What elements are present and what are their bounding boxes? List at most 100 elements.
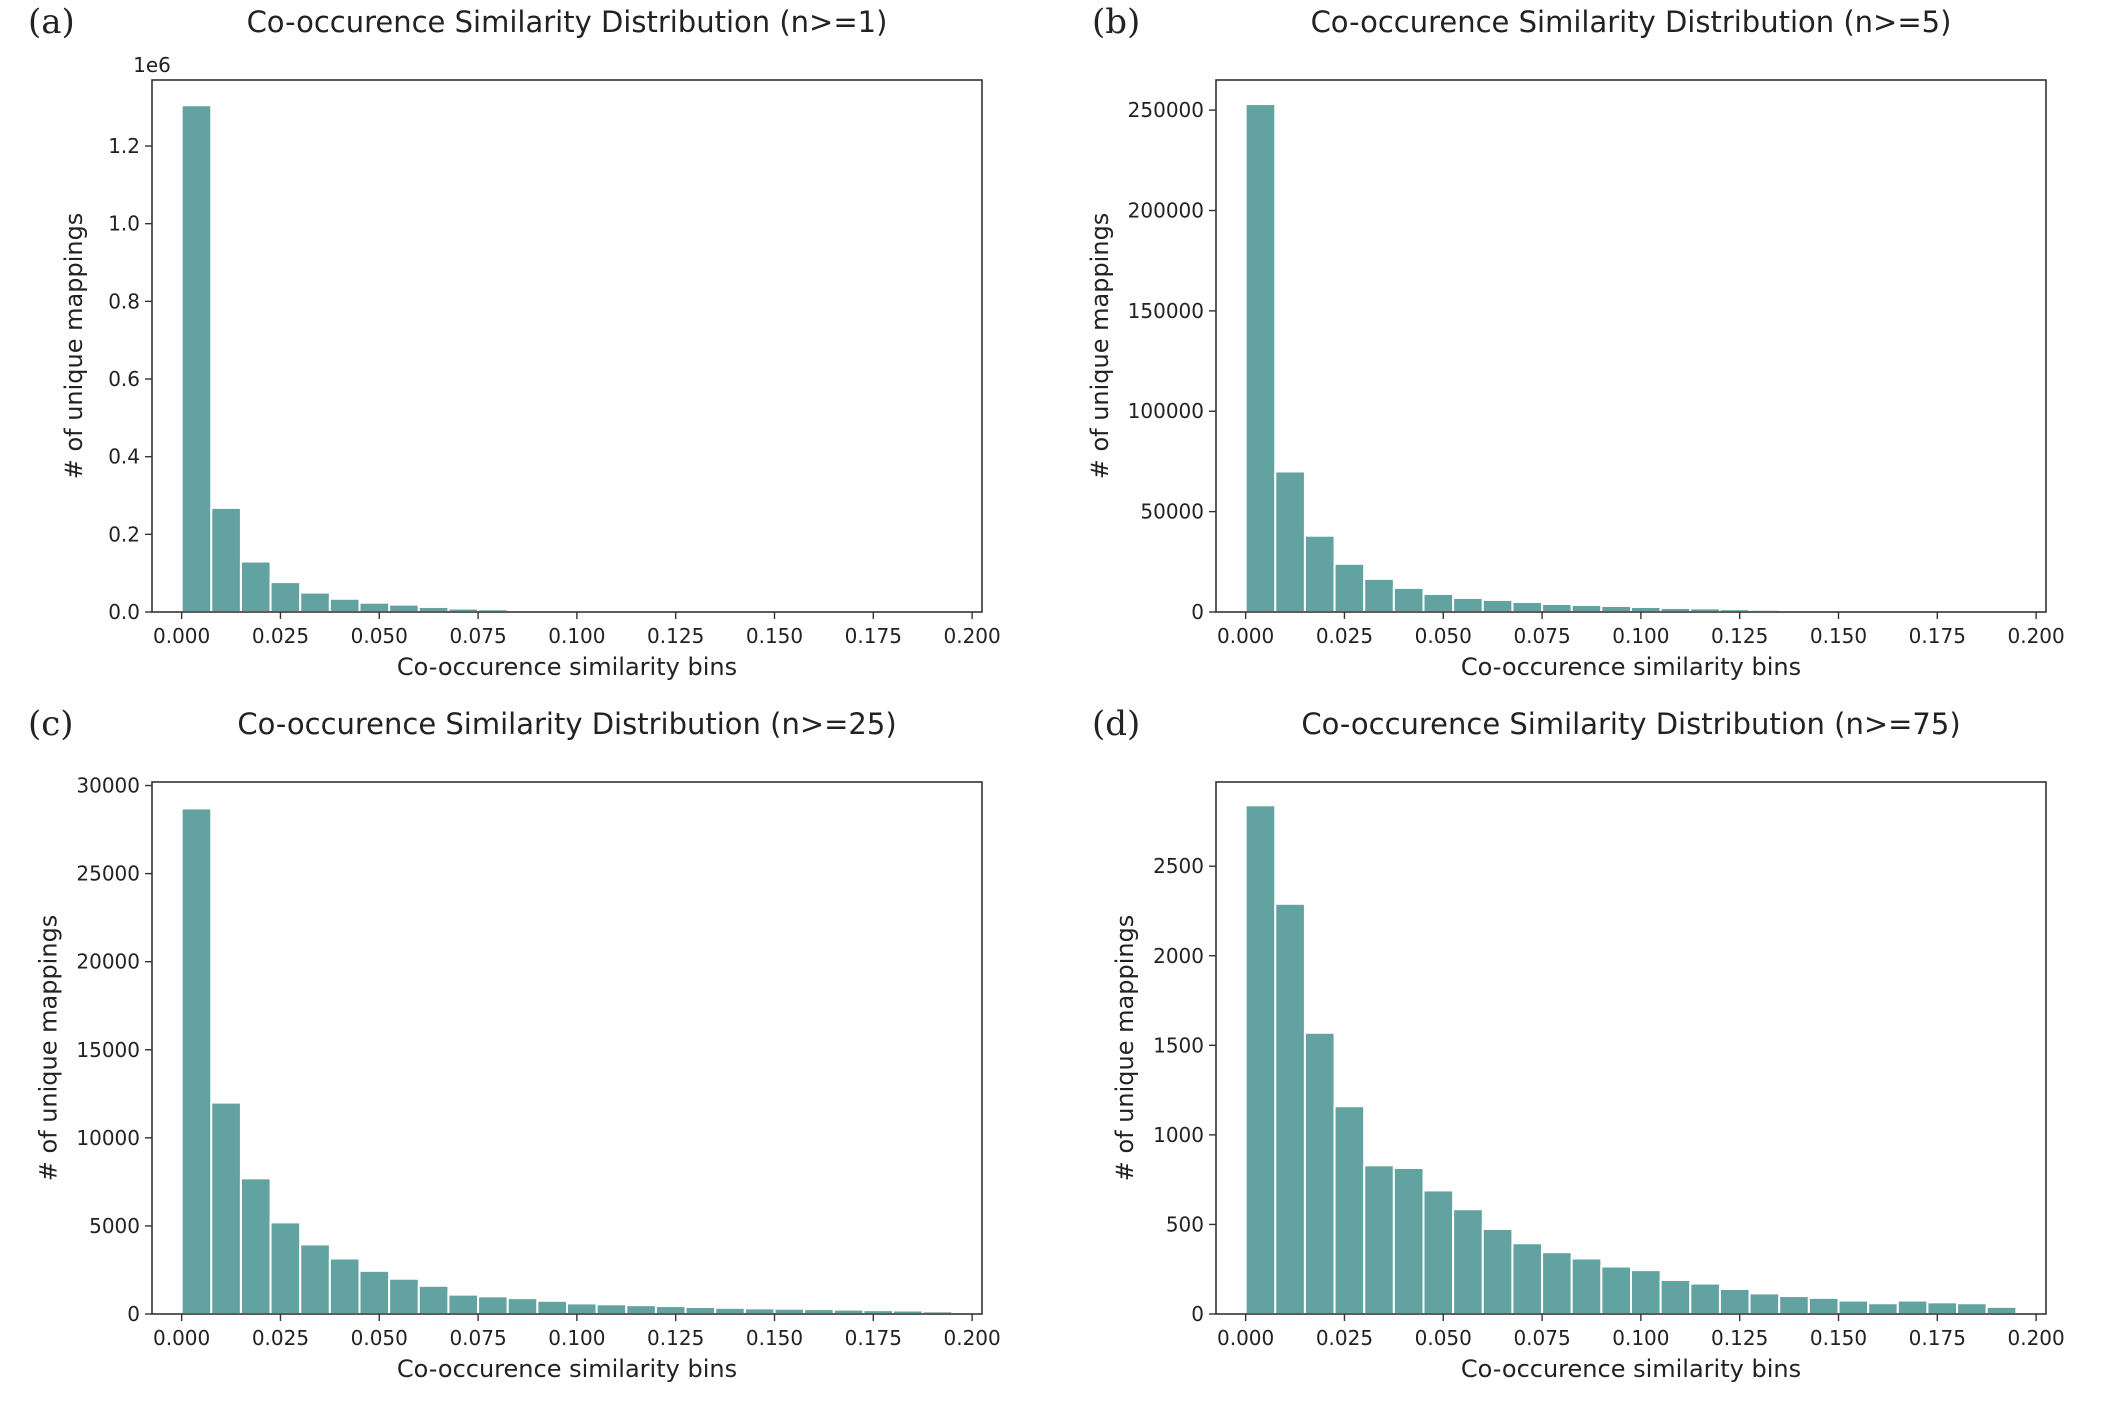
- histogram-bar: [478, 1296, 508, 1314]
- histogram-bar: [271, 582, 301, 612]
- x-tick-label: 0.175: [845, 1326, 902, 1350]
- histogram-bar: [241, 562, 271, 612]
- plot-frame: [152, 80, 982, 612]
- histogram-bar: [715, 1308, 745, 1314]
- histogram-bar: [537, 1301, 567, 1314]
- y-tick-label: 0: [1191, 1302, 1204, 1326]
- panel-label: (b): [1092, 2, 1140, 42]
- histogram-bar: [389, 1279, 419, 1314]
- y-tick-label: 200000: [1128, 198, 1204, 222]
- histogram-bar: [1364, 579, 1394, 612]
- histogram-bar: [1453, 598, 1483, 612]
- histogram-bar: [1542, 604, 1572, 612]
- histogram-bar: [1779, 1296, 1809, 1314]
- histogram-bar: [448, 1295, 478, 1314]
- y-axis-label: # of unique mappings: [1111, 915, 1139, 1182]
- x-tick-label: 0.000: [1217, 1326, 1274, 1350]
- y-tick-label: 0: [1191, 600, 1204, 624]
- x-tick-label: 0.150: [1810, 624, 1867, 648]
- y-tick-label: 150000: [1128, 299, 1204, 323]
- x-tick-label: 0.175: [1909, 624, 1966, 648]
- histogram-bar: [1305, 536, 1335, 612]
- histogram-bar: [656, 1306, 686, 1314]
- y-tick-label: 10000: [76, 1126, 140, 1150]
- histogram-bar: [1394, 1168, 1424, 1314]
- y-tick-label: 0.8: [108, 289, 140, 313]
- y-tick-label: 250000: [1128, 98, 1204, 122]
- histogram-bar: [1512, 602, 1542, 612]
- y-tick-label: 1.2: [108, 134, 140, 158]
- histogram-bar: [211, 508, 241, 612]
- histogram-bar: [1335, 1106, 1365, 1314]
- y-tick-label: 15000: [76, 1038, 140, 1062]
- chart-title: Co-occurence Similarity Distribution (n>…: [1301, 707, 1960, 741]
- y-tick-label: 0: [127, 1302, 140, 1326]
- x-tick-label: 0.050: [1415, 624, 1472, 648]
- histogram-bar: [508, 1298, 538, 1314]
- x-tick-label: 0.075: [449, 624, 506, 648]
- x-tick-label: 0.125: [1711, 624, 1768, 648]
- x-tick-label: 0.050: [1415, 1326, 1472, 1350]
- plot-frame: [1216, 80, 2046, 612]
- histogram-bar: [686, 1307, 716, 1314]
- histogram-bar: [1364, 1165, 1394, 1314]
- histogram-bar: [1305, 1033, 1335, 1314]
- x-tick-label: 0.000: [153, 1326, 210, 1350]
- panel-label: (a): [28, 2, 75, 42]
- histogram-bar: [330, 1259, 360, 1314]
- y-tick-label: 25000: [76, 862, 140, 886]
- histogram-bar: [1275, 471, 1305, 612]
- x-tick-label: 0.100: [548, 624, 605, 648]
- x-tick-label: 0.100: [1612, 624, 1669, 648]
- x-tick-label: 0.025: [252, 1326, 309, 1350]
- y-tick-label: 50000: [1140, 500, 1204, 524]
- y-tick-label: 30000: [76, 774, 140, 798]
- histogram-bar: [1483, 1229, 1513, 1314]
- y-tick-label: 5000: [89, 1214, 140, 1238]
- histogram-bar: [1839, 1301, 1869, 1314]
- histogram-bar: [1720, 1289, 1750, 1314]
- y-tick-label: 1000: [1153, 1123, 1204, 1147]
- chart-panel-b: (b) Co-occurence Similarity Distribution…: [1064, 0, 2128, 702]
- chart-title: Co-occurence Similarity Distribution (n>…: [1311, 5, 1952, 39]
- y-tick-label: 2500: [1153, 854, 1204, 878]
- y-tick-label: 0.0: [108, 600, 140, 624]
- x-tick-label: 0.025: [1316, 624, 1373, 648]
- histogram-bar: [567, 1303, 597, 1314]
- histogram-bar: [1987, 1307, 2017, 1314]
- histogram-bar: [211, 1103, 241, 1314]
- histogram-bar: [389, 605, 419, 612]
- histogram-bar: [1957, 1303, 1987, 1314]
- x-tick-label: 0.025: [252, 624, 309, 648]
- x-tick-label: 0.100: [548, 1326, 605, 1350]
- x-tick-label: 0.200: [2007, 1326, 2064, 1350]
- x-axis-label: Co-occurence similarity bins: [1461, 653, 1801, 681]
- histogram-bar: [241, 1178, 271, 1314]
- histogram-bar: [1424, 594, 1454, 612]
- x-tick-label: 0.075: [1513, 624, 1570, 648]
- y-tick-label: 1500: [1153, 1033, 1204, 1057]
- histogram-bar: [360, 1271, 390, 1314]
- histogram-bar: [1809, 1298, 1839, 1314]
- histogram-a: Co-occurence Similarity Distribution (n>…: [0, 0, 1064, 702]
- x-tick-label: 0.000: [153, 624, 210, 648]
- histogram-bar: [300, 1244, 330, 1314]
- histogram-bar: [360, 603, 390, 612]
- x-tick-label: 0.075: [1513, 1326, 1570, 1350]
- x-tick-label: 0.150: [746, 624, 803, 648]
- x-tick-label: 0.200: [2007, 624, 2064, 648]
- y-tick-label: 500: [1166, 1212, 1204, 1236]
- x-axis-label: Co-occurence similarity bins: [397, 653, 737, 681]
- histogram-bar: [1898, 1301, 1928, 1314]
- histogram-bar: [1275, 904, 1305, 1314]
- histogram-bar: [1868, 1303, 1898, 1314]
- histogram-bar: [1246, 104, 1276, 612]
- chart-panel-a: (a) Co-occurence Similarity Distribution…: [0, 0, 1064, 702]
- chart-panel-c: (c) Co-occurence Similarity Distribution…: [0, 702, 1064, 1404]
- histogram-bar: [1601, 1267, 1631, 1314]
- histogram-bar: [1631, 1270, 1661, 1314]
- histogram-bar: [1572, 1258, 1602, 1314]
- y-multiplier-label: 1e6: [133, 53, 171, 77]
- x-tick-label: 0.200: [943, 624, 1000, 648]
- histogram-bar: [1750, 1293, 1780, 1314]
